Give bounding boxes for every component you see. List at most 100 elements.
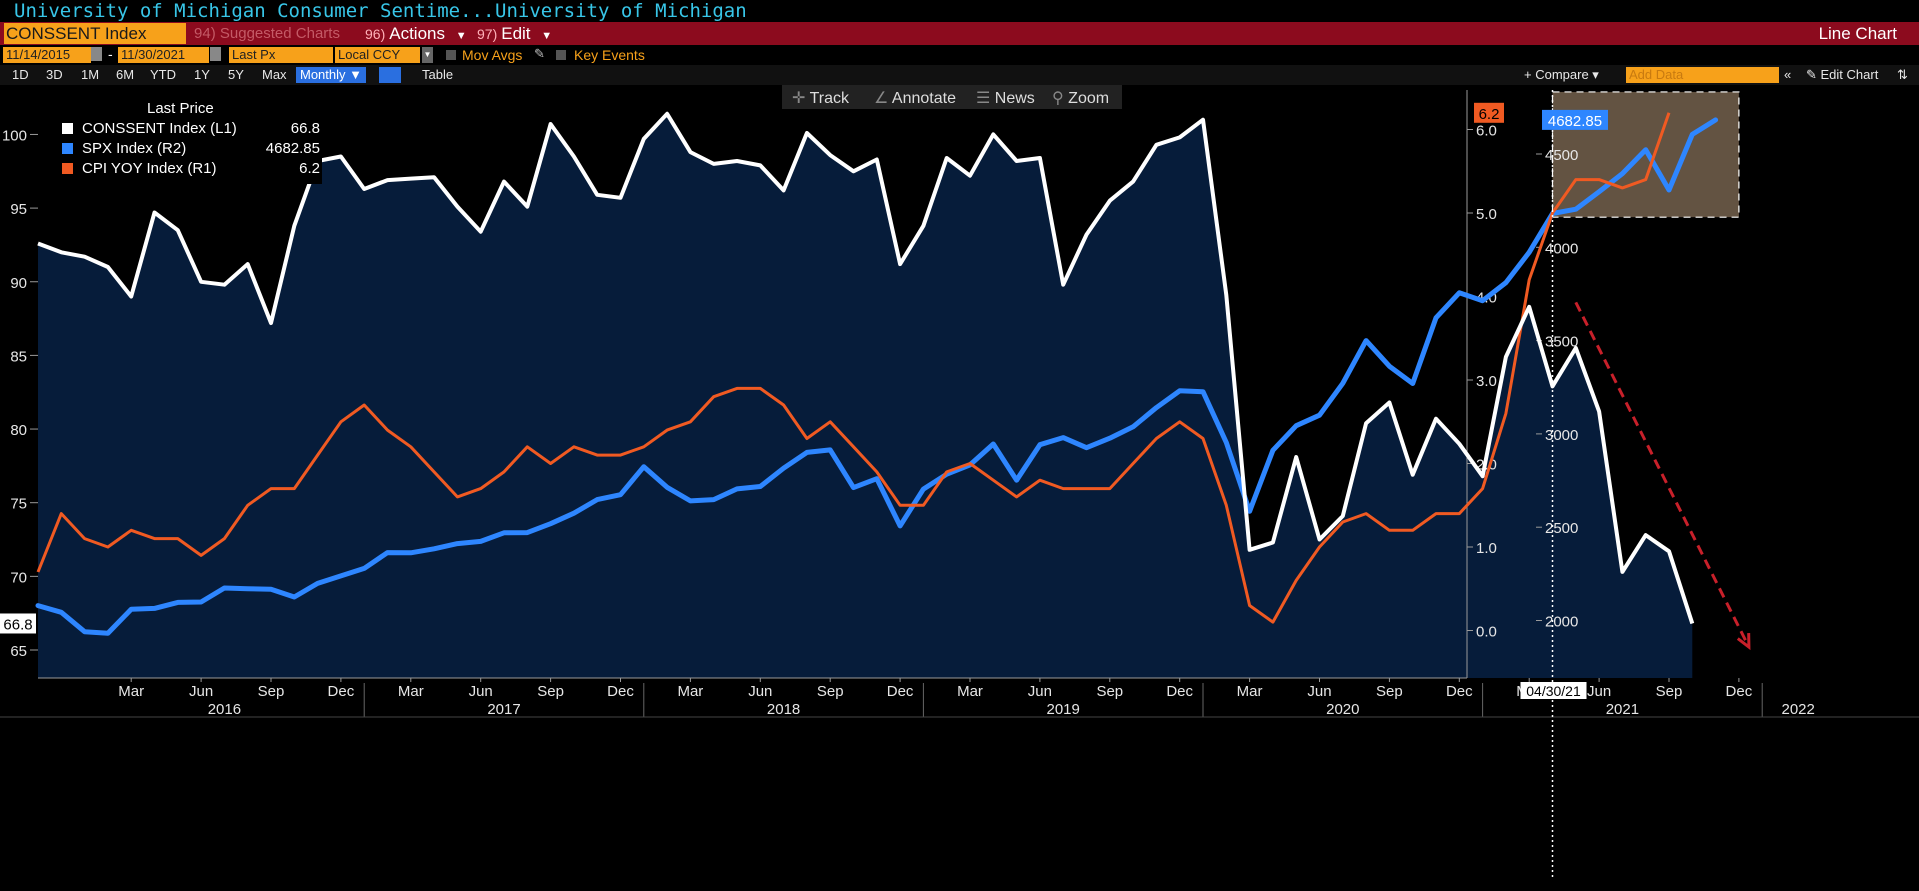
cpi-point[interactable] — [549, 462, 552, 465]
consent-point[interactable] — [456, 205, 459, 208]
cpi-point[interactable] — [1458, 512, 1461, 515]
cpi-point[interactable] — [1085, 487, 1088, 490]
consent-point[interactable] — [1574, 347, 1577, 350]
consent-point[interactable] — [1225, 294, 1228, 297]
calendar-icon[interactable] — [210, 47, 221, 61]
cpi-point[interactable] — [642, 445, 645, 448]
cpi-point[interactable] — [456, 495, 459, 498]
consent-point[interactable] — [293, 224, 296, 227]
spx-point[interactable] — [1621, 172, 1624, 175]
consent-point[interactable] — [246, 263, 249, 266]
cpi-point[interactable] — [992, 479, 995, 482]
spx-point[interactable] — [223, 587, 226, 590]
consent-point[interactable] — [945, 157, 948, 160]
cpi-point[interactable] — [1411, 529, 1414, 532]
cpi-point[interactable] — [1271, 621, 1274, 624]
consent-point[interactable] — [1178, 136, 1181, 139]
consent-point[interactable] — [782, 189, 785, 192]
track-tool[interactable]: ✛ Track — [792, 88, 849, 108]
consent-point[interactable] — [1085, 233, 1088, 236]
dropdown-arrow-icon[interactable]: ▼ — [422, 47, 433, 63]
consent-point[interactable] — [759, 164, 762, 167]
spx-point[interactable] — [153, 607, 156, 610]
consent-point[interactable] — [666, 112, 669, 115]
cpi-point[interactable] — [1318, 546, 1321, 549]
cpi-point[interactable] — [1365, 512, 1368, 515]
cpi-point[interactable] — [1248, 604, 1251, 607]
spx-point[interactable] — [60, 611, 63, 614]
range-1m[interactable]: 1M — [81, 67, 100, 82]
consent-point[interactable] — [852, 170, 855, 173]
consent-point[interactable] — [1015, 159, 1018, 162]
cpi-point[interactable] — [1108, 487, 1111, 490]
news-tool[interactable]: ☰ News — [976, 88, 1035, 108]
consent-point[interactable] — [1108, 199, 1111, 202]
spx-point[interactable] — [479, 540, 482, 543]
consent-point[interactable] — [60, 251, 63, 254]
cpi-point[interactable] — [60, 512, 63, 515]
consent-point[interactable] — [619, 196, 622, 199]
edit-chart-button[interactable]: ✎ Edit Chart — [1806, 67, 1879, 82]
spx-point[interactable] — [596, 498, 599, 501]
cpi-point[interactable] — [945, 470, 948, 473]
mov-avgs-checkbox[interactable] — [446, 50, 456, 60]
cpi-point[interactable] — [1015, 495, 1018, 498]
consent-point[interactable] — [1481, 475, 1484, 478]
cpi-point[interactable] — [969, 462, 972, 465]
consent-point[interactable] — [875, 158, 878, 161]
calendar-icon[interactable] — [91, 47, 102, 61]
cpi-point[interactable] — [712, 395, 715, 398]
annotate-tool[interactable]: ∠ Annotate — [874, 88, 956, 108]
consent-point[interactable] — [1318, 538, 1321, 541]
cpi-point[interactable] — [316, 454, 319, 457]
range-5y[interactable]: 5Y — [228, 67, 244, 82]
consent-point[interactable] — [1365, 422, 1368, 425]
cpi-point[interactable] — [106, 546, 109, 549]
spx-point[interactable] — [642, 465, 645, 468]
spx-point[interactable] — [689, 499, 692, 502]
cpi-point[interactable] — [1435, 512, 1438, 515]
spx-point[interactable] — [852, 486, 855, 489]
range-1y[interactable]: 1Y — [194, 67, 210, 82]
cpi-point[interactable] — [363, 404, 366, 407]
consent-point[interactable] — [409, 177, 412, 180]
table-button[interactable]: Table — [422, 67, 454, 82]
spx-point[interactable] — [1202, 390, 1205, 393]
add-data-input[interactable]: Add Data — [1626, 67, 1779, 83]
spx-point[interactable] — [1365, 339, 1368, 342]
consent-point[interactable] — [433, 176, 436, 179]
cpi-point[interactable] — [153, 537, 156, 540]
key-events-checkbox[interactable] — [556, 50, 566, 60]
cpi-point[interactable] — [1132, 462, 1135, 465]
consent-point[interactable] — [1388, 401, 1391, 404]
consent-point[interactable] — [1341, 514, 1344, 517]
currency-select[interactable]: Local CCY — [335, 47, 420, 63]
consent-point[interactable] — [1155, 143, 1158, 146]
consent-point[interactable] — [1062, 283, 1065, 286]
cpi-point[interactable] — [1062, 487, 1065, 490]
cpi-point[interactable] — [1504, 412, 1507, 415]
spx-point[interactable] — [712, 498, 715, 501]
consent-point[interactable] — [479, 230, 482, 233]
spx-point[interactable] — [503, 531, 506, 534]
cpi-point[interactable] — [875, 470, 878, 473]
range-1d[interactable]: 1D — [12, 67, 29, 82]
cpi-point[interactable] — [200, 554, 203, 557]
spx-point[interactable] — [83, 630, 86, 633]
cpi-point[interactable] — [83, 537, 86, 540]
range-3d[interactable]: 3D — [46, 67, 63, 82]
spx-point[interactable] — [270, 588, 273, 591]
range-max[interactable]: Max — [262, 67, 287, 82]
spx-point[interactable] — [759, 485, 762, 488]
edit-menu[interactable]: 97) Edit ▼ — [477, 23, 552, 44]
ticker-input[interactable]: CONSSENT Index — [4, 23, 186, 44]
cpi-point[interactable] — [666, 429, 669, 432]
spx-point[interactable] — [1504, 281, 1507, 284]
consent-point[interactable] — [1295, 456, 1298, 459]
cpi-point[interactable] — [503, 470, 506, 473]
consent-point[interactable] — [829, 154, 832, 157]
cpi-point[interactable] — [1038, 479, 1041, 482]
spx-point[interactable] — [922, 488, 925, 491]
actions-menu[interactable]: 96) Actions ▼ — [365, 23, 467, 44]
cpi-point[interactable] — [223, 537, 226, 540]
